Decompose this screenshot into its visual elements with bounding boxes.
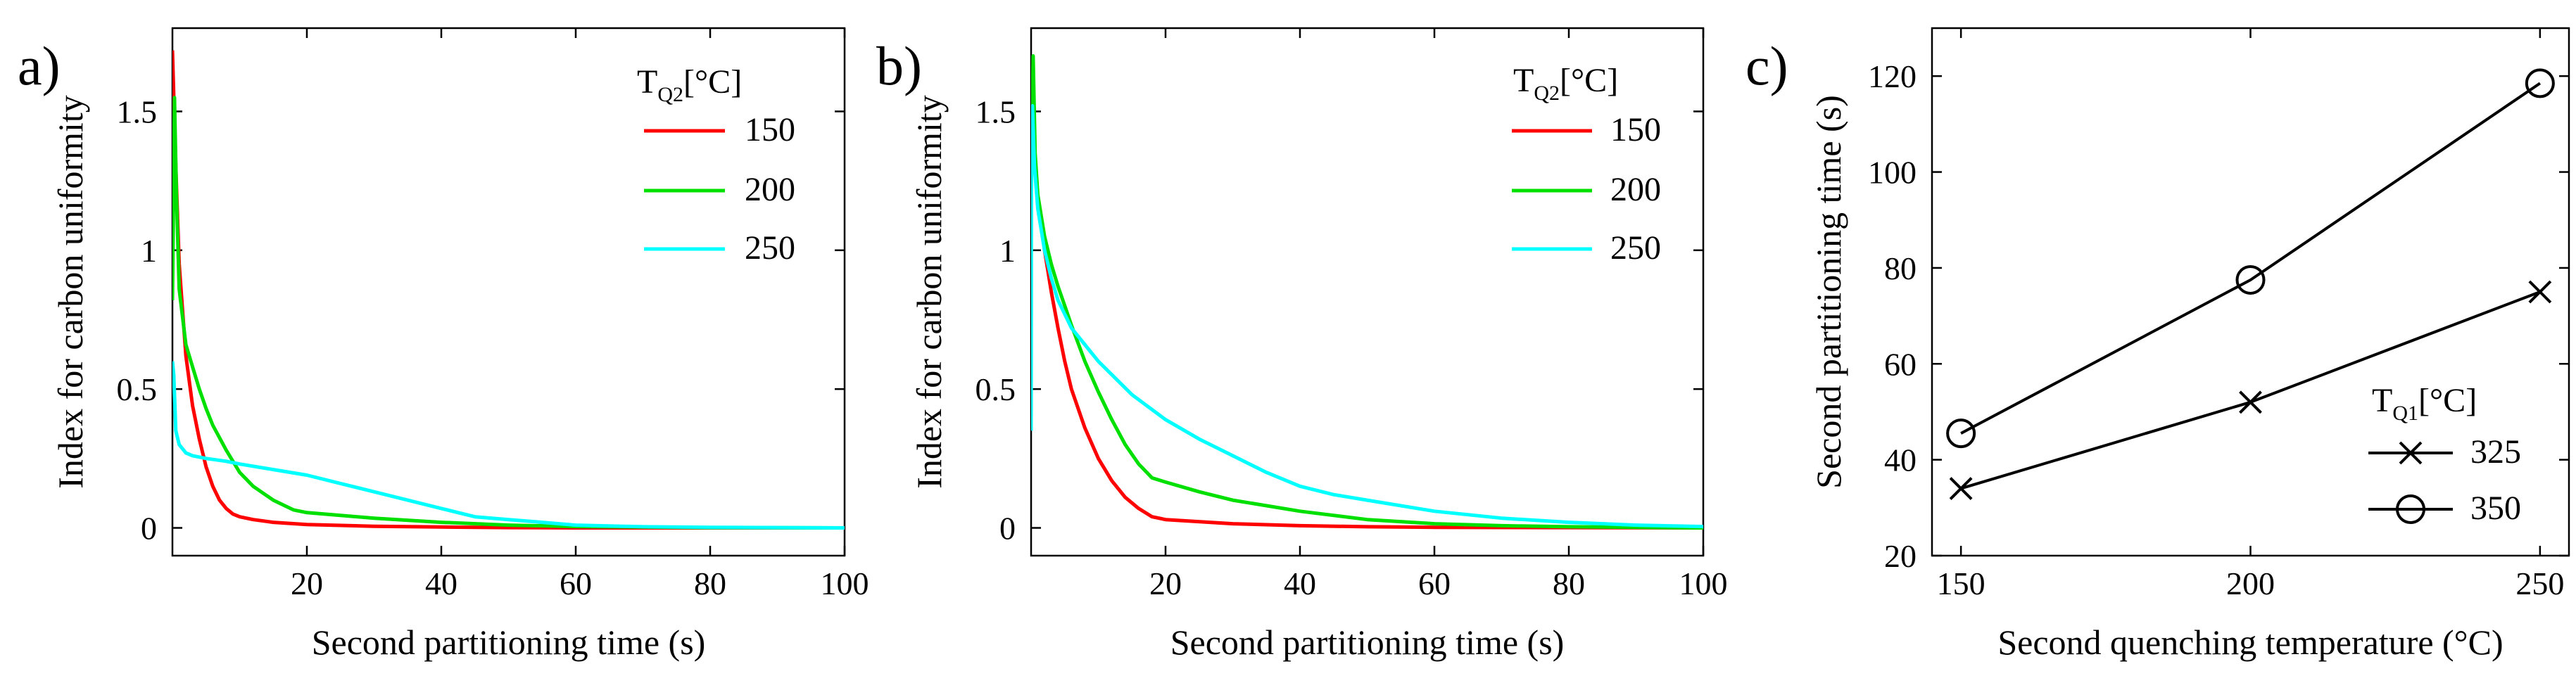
legend-entry-200: 200 xyxy=(1610,171,1661,208)
series-group xyxy=(1960,82,2542,490)
legend-title: TQ1[°C] xyxy=(2372,382,2477,425)
y-tick-label: 20 xyxy=(1884,538,1917,574)
y-tick-label: 1.5 xyxy=(117,94,158,129)
series-line-200 xyxy=(1031,54,1703,530)
x-tick-label: 60 xyxy=(1418,566,1451,601)
legend-entry-150: 150 xyxy=(745,111,795,148)
y-tick-label: 1 xyxy=(141,233,157,269)
x-tick-label: 150 xyxy=(1937,566,1985,601)
series-line-250 xyxy=(172,361,845,530)
data-point-350 xyxy=(1946,419,1976,449)
legend: TQ2[°C]150 200 250 xyxy=(637,63,795,267)
panel-label: c) xyxy=(1745,35,1788,96)
y-tick-label: 0.5 xyxy=(117,371,158,407)
legend-marker-325 xyxy=(2399,441,2423,465)
x-tick-label: 200 xyxy=(2226,566,2275,601)
y-tick-label: 40 xyxy=(1884,442,1917,478)
y-axis-label: Index for carbon uniformity xyxy=(909,95,949,489)
x-tick-label: 40 xyxy=(1284,566,1316,601)
data-point-325 xyxy=(2239,390,2262,414)
y-tick-label: 80 xyxy=(1884,250,1917,286)
data-point-350 xyxy=(2525,68,2555,98)
legend-entry-250: 250 xyxy=(1610,229,1661,267)
x-tick-label: 40 xyxy=(425,566,457,601)
series-group xyxy=(1031,54,1703,530)
x-tick-label: 100 xyxy=(1679,566,1728,601)
panel-label: a) xyxy=(18,35,61,96)
series-line-250 xyxy=(1031,104,1703,529)
legend: TQ1[°C] 325 350 xyxy=(2368,382,2521,527)
legend-entry-325: 325 xyxy=(2470,433,2521,471)
data-point-325 xyxy=(2528,280,2552,304)
x-axis-label: Second partitioning time (s) xyxy=(312,622,706,662)
series-line-200 xyxy=(172,96,845,530)
x-tick-label: 100 xyxy=(821,566,869,601)
series-group xyxy=(172,50,845,530)
x-axis-label: Second quenching temperature (°C) xyxy=(1997,622,2503,662)
y-tick-label: 120 xyxy=(1868,58,1917,94)
legend-entry-350: 350 xyxy=(2470,490,2521,527)
x-tick-label: 60 xyxy=(560,566,592,601)
data-point-350 xyxy=(2235,264,2266,295)
panel-label: b) xyxy=(876,35,922,96)
x-tick-label: 20 xyxy=(291,566,323,601)
legend-marker-350 xyxy=(2396,494,2425,524)
chart-panel-2: b) 20 40 60 80 100 0 0.5 1 1.5 Second partitioning… xyxy=(876,27,1728,662)
y-axis-label: Index for carbon uniformity xyxy=(51,95,90,489)
series-line-350 xyxy=(1960,82,2542,435)
series-line-150 xyxy=(1031,94,1703,530)
y-tick-label: 100 xyxy=(1868,155,1917,191)
plot-frame xyxy=(1030,27,1705,557)
data-point-325 xyxy=(1949,477,1973,500)
x-tick-label: 80 xyxy=(694,566,726,601)
x-tick-label: 20 xyxy=(1149,566,1182,601)
legend-entry-200: 200 xyxy=(745,171,795,208)
series-line-150 xyxy=(172,50,845,530)
y-tick-label: 0 xyxy=(141,511,157,547)
plot-frame xyxy=(171,27,846,557)
y-tick-label: 1.5 xyxy=(976,94,1016,129)
x-axis-label: Second partitioning time (s) xyxy=(1170,622,1565,662)
legend: TQ2[°C] 150 200 250 xyxy=(1512,62,1661,267)
legend-entry-150: 150 xyxy=(1610,111,1661,148)
legend-title: TQ2[°C] xyxy=(1513,62,1618,105)
y-tick-label: 0.5 xyxy=(976,371,1016,407)
chart-panel-1: a) 20 40 60 80 100 0 0.5 1 1.5 Second partitioning… xyxy=(18,27,869,662)
x-tick-label: 80 xyxy=(1553,566,1585,601)
y-axis-label: Second partitioning time (s) xyxy=(1809,95,1848,489)
y-tick-label: 1 xyxy=(999,233,1016,269)
legend-entry-250: 250 xyxy=(745,229,795,267)
legend-title: TQ2[°C] xyxy=(637,63,742,106)
y-tick-label: 60 xyxy=(1884,346,1917,382)
y-tick-label: 0 xyxy=(999,511,1016,547)
x-tick-label: 250 xyxy=(2515,566,2564,601)
chart-panel-3: c) 150 200 250 20 40 60 80 100 120 Second quenchin… xyxy=(1745,27,2570,662)
